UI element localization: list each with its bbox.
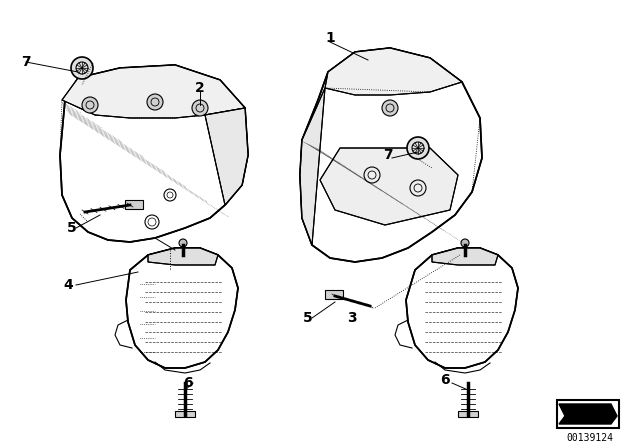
Circle shape (82, 97, 98, 113)
Polygon shape (62, 65, 245, 118)
Text: 4: 4 (63, 278, 73, 292)
Text: 2: 2 (195, 81, 205, 95)
Text: 7: 7 (383, 148, 393, 162)
Circle shape (192, 100, 208, 116)
Text: 6: 6 (183, 376, 193, 390)
Polygon shape (148, 248, 218, 265)
Circle shape (407, 137, 429, 159)
Circle shape (179, 239, 187, 247)
Text: 7: 7 (21, 55, 31, 69)
Polygon shape (205, 108, 248, 205)
Polygon shape (559, 404, 617, 424)
Polygon shape (300, 88, 325, 245)
Text: 1: 1 (325, 31, 335, 45)
Text: 6: 6 (440, 373, 450, 387)
Polygon shape (320, 148, 458, 225)
Text: 5: 5 (303, 311, 313, 325)
Polygon shape (300, 48, 482, 262)
Polygon shape (325, 48, 462, 95)
Text: 5: 5 (67, 221, 77, 235)
Polygon shape (60, 65, 248, 242)
Text: 00139124: 00139124 (566, 433, 614, 443)
Polygon shape (325, 290, 343, 299)
Polygon shape (125, 200, 143, 209)
Circle shape (382, 100, 398, 116)
Circle shape (71, 57, 93, 79)
Circle shape (147, 94, 163, 110)
Polygon shape (175, 411, 195, 417)
Polygon shape (432, 248, 498, 265)
Polygon shape (406, 248, 518, 368)
Polygon shape (458, 411, 478, 417)
Text: 3: 3 (347, 311, 357, 325)
Polygon shape (126, 248, 238, 368)
Circle shape (461, 239, 469, 247)
